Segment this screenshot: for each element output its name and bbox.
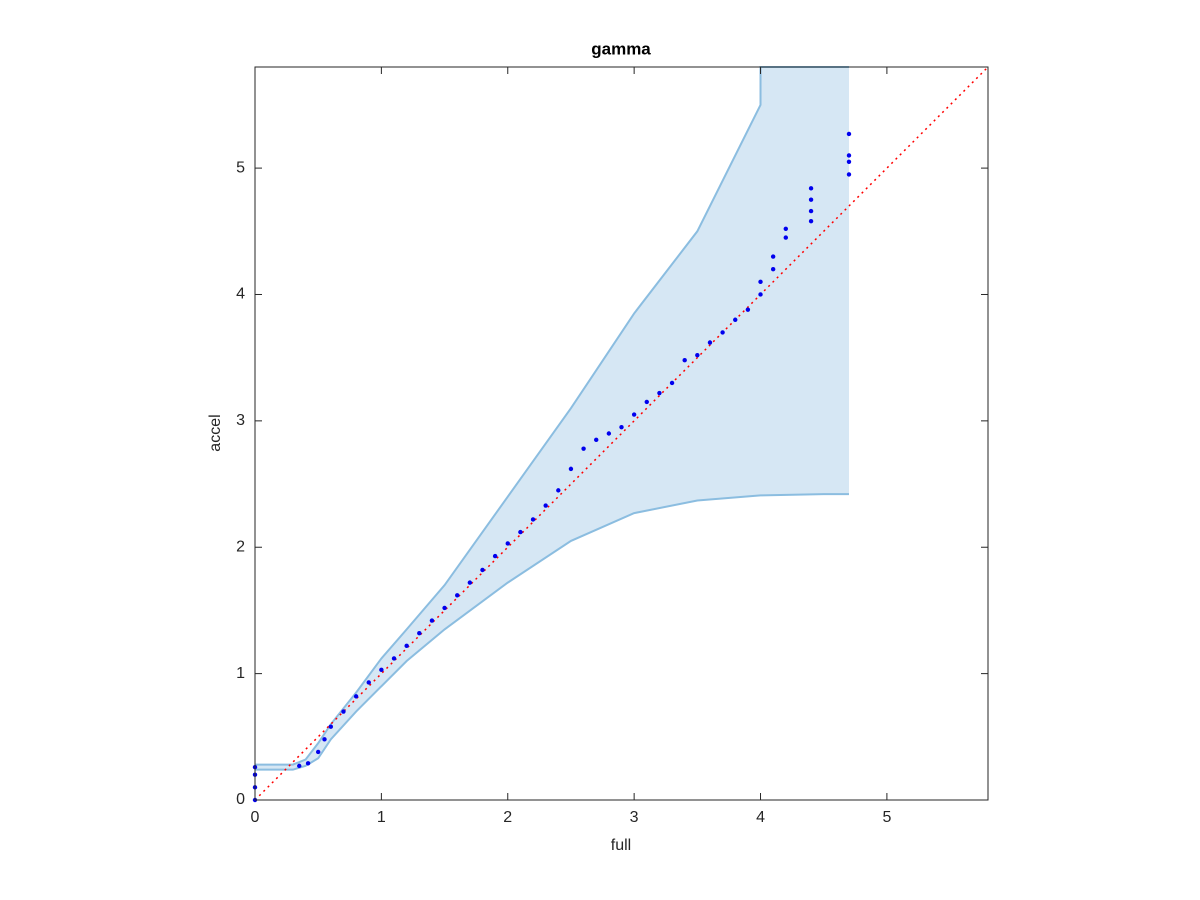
point <box>770 254 776 259</box>
point <box>379 667 384 673</box>
point <box>745 307 751 312</box>
x-tick-label: 5 <box>882 809 891 826</box>
y-tick-label: 2 <box>236 538 245 555</box>
axes-box <box>254 66 989 801</box>
point <box>581 446 586 451</box>
point <box>328 724 334 729</box>
point <box>846 159 852 164</box>
point <box>366 680 371 685</box>
point <box>808 186 814 191</box>
point <box>391 656 397 661</box>
point <box>695 352 700 358</box>
chart-title: gamma <box>591 39 651 58</box>
band-upper-edge <box>255 66 849 766</box>
point <box>606 431 612 436</box>
point <box>543 503 548 508</box>
point <box>322 737 327 742</box>
point <box>846 172 852 177</box>
y-tick-label: 1 <box>236 665 245 682</box>
point <box>442 605 447 611</box>
point <box>669 380 675 386</box>
point <box>783 235 788 240</box>
y-tick-label: 3 <box>236 412 245 429</box>
point <box>594 437 599 443</box>
point <box>657 390 662 396</box>
x-tick-label: 4 <box>756 809 765 826</box>
y-tick-label: 4 <box>236 286 245 303</box>
y-tick-label: 5 <box>236 159 245 176</box>
x-tick-label: 2 <box>503 809 512 826</box>
point <box>556 488 561 493</box>
point <box>846 153 852 158</box>
point <box>758 292 763 297</box>
point <box>758 279 763 285</box>
point <box>682 358 687 363</box>
point <box>455 593 460 598</box>
point <box>720 330 725 335</box>
point <box>480 567 485 573</box>
point <box>846 131 852 137</box>
band-lower-edge <box>255 493 849 771</box>
band-fill <box>255 67 849 770</box>
point <box>518 529 523 535</box>
point <box>353 694 359 699</box>
point <box>808 208 814 214</box>
point <box>341 709 346 714</box>
point <box>404 643 409 649</box>
y-tick-label: 0 <box>236 791 245 808</box>
point <box>505 541 510 546</box>
point <box>315 749 321 755</box>
point <box>808 218 814 224</box>
point <box>631 412 637 417</box>
point <box>467 580 473 585</box>
y-axis-label: accel <box>207 414 224 451</box>
point <box>429 618 435 623</box>
x-tick-label: 1 <box>377 809 386 826</box>
point <box>644 399 649 405</box>
x-tick-label: 3 <box>630 809 639 826</box>
x-axis-label: full <box>611 837 631 854</box>
point <box>530 517 536 522</box>
point <box>783 226 788 231</box>
point <box>707 340 713 345</box>
point <box>619 424 624 430</box>
point <box>305 761 311 766</box>
point <box>492 553 498 559</box>
point <box>733 317 738 322</box>
point <box>568 466 574 472</box>
point <box>770 267 776 272</box>
point <box>417 630 422 636</box>
point <box>808 197 814 202</box>
point <box>297 763 302 769</box>
x-tick-label: 0 <box>251 809 260 826</box>
